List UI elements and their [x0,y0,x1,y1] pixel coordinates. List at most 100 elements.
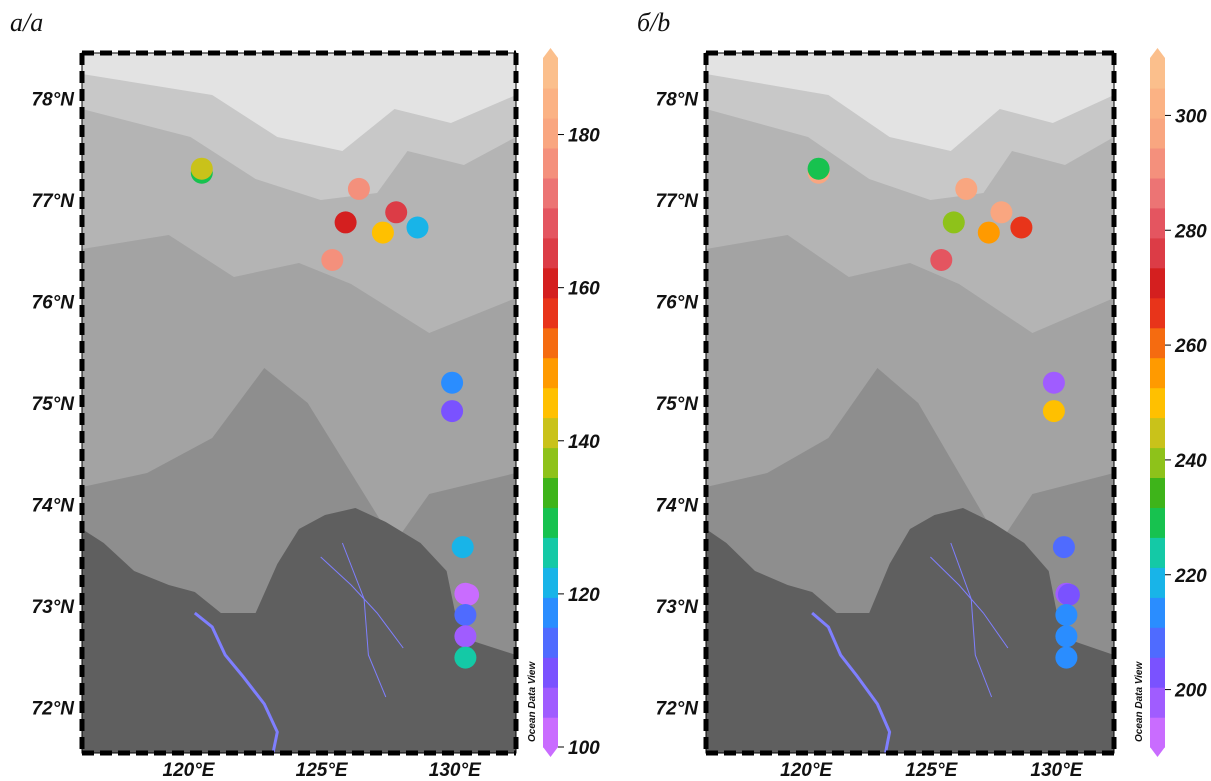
colorbar-max-arrow [1150,48,1165,58]
lat-tick-label: 77°N [32,191,76,212]
station-marker [441,400,464,423]
lat-tick-label: 75°N [656,394,700,415]
map-panel-a: 72°N 73°N 74°N 75°N 76°N 77°N 78°N 120°E 125°E 13… [32,48,600,781]
colorbar-segment [543,117,558,149]
station-marker [385,201,408,224]
colorbar-segment [1150,717,1165,748]
lat-tick-label: 77°N [656,191,700,212]
colorbar-min-arrow [543,747,558,757]
lat-tick-label: 72°N [32,698,76,719]
lat-tick-label: 73°N [656,597,700,618]
colorbar-segment [1150,177,1165,209]
colorbar-segment [1150,387,1165,419]
station-marker [454,604,477,626]
bathymetry-layer [706,53,1114,753]
station-marker [321,249,344,271]
colorbar-segment [543,88,558,119]
lat-tick-label: 75°N [32,394,76,415]
colorbar-segment [1150,627,1165,658]
station-marker [807,157,830,180]
colorbar-segment [1150,507,1165,538]
colorbar: 100 120 140 160 180 [543,48,600,759]
colorbar-segment [543,177,558,209]
station-marker [1052,536,1075,559]
station-marker [1055,625,1078,648]
ice-edge [82,53,516,151]
lon-tick-label: 130°E [429,760,482,781]
station-marker [1042,400,1065,423]
station-marker [347,177,370,200]
ice-edge [706,53,1114,151]
station-marker [451,536,474,559]
station-marker [1055,646,1078,669]
colorbar-tick-label: 120 [568,585,600,606]
colorbar-segment [1150,237,1165,269]
lat-tick-label: 72°N [656,698,700,719]
colorbar-tick-label: 300 [1175,106,1207,127]
lon-tick-label: 125°E [296,760,349,781]
map-panel-b: 72°N 73°N 74°N 75°N 76°N 77°N 78°N 120°E 125°E 13… [656,48,1207,781]
colorbar-segment [1150,327,1165,359]
colorbar-segment [543,147,558,179]
colorbar-tick-label: 260 [1174,336,1207,357]
lat-tick-label: 74°N [656,495,700,516]
station-marker [406,216,429,239]
colorbar-segment [1150,297,1165,329]
colorbar-segment [543,507,558,538]
delta-channel [341,542,387,698]
station-marker [441,371,464,394]
panel-label-a: а/a [10,8,44,37]
bathymetry-layer [82,53,516,753]
colorbar-tick-label: 240 [1174,451,1207,472]
colorbar-tick-label: 220 [1174,566,1207,587]
colorbar-segment [543,717,558,748]
colorbar-segment [1150,597,1165,628]
station-marker [942,211,965,234]
colorbar-segment [543,58,558,89]
colorbar-segment [1150,417,1165,449]
station-marker [930,249,953,271]
colorbar-tick-label: 140 [568,432,600,453]
colorbar-segment [1150,477,1165,508]
lat-tick-label: 76°N [656,293,700,314]
lat-tick-label: 78°N [32,90,76,111]
delta-channel [950,542,993,698]
colorbar-segment [1150,58,1165,89]
lon-tick-label: 130°E [1030,760,1083,781]
lat-tick-label: 74°N [32,495,76,516]
colorbar-segment [1150,207,1165,239]
colorbar-segment [1150,537,1165,568]
station-marker [1042,371,1065,394]
station-marker [334,211,357,234]
station-marker [454,646,477,669]
colorbar-segment [543,357,558,389]
station-marker [1057,583,1080,606]
lat-tick-label: 76°N [32,293,76,314]
lon-tick-label: 125°E [905,760,958,781]
colorbar-tick-label: 280 [1174,221,1207,242]
station-marker [190,157,213,180]
odv-watermark: Ocean Data View [527,661,538,742]
lon-tick-label: 120°E [163,760,216,781]
station-marker [454,625,477,648]
colorbar-segment [1150,88,1165,119]
colorbar-segment [543,297,558,329]
colorbar-tick-label: 180 [568,126,600,147]
colorbar-segment [1150,147,1165,179]
colorbar-segment [543,207,558,239]
colorbar-segment [543,327,558,359]
colorbar-segment [543,237,558,269]
colorbar-segment [543,597,558,628]
colorbar-segment [543,657,558,688]
colorbar-tick-label: 160 [568,279,600,300]
lon-tick-label: 120°E [780,760,833,781]
colorbar-segment [543,627,558,658]
lena-river [193,611,279,753]
colorbar-segment [1150,567,1165,598]
colorbar-segment [1150,687,1165,718]
colorbar-segment [543,267,558,299]
colorbar-segment [543,477,558,508]
colorbar-min-arrow [1150,747,1165,757]
station-marker [457,583,480,606]
